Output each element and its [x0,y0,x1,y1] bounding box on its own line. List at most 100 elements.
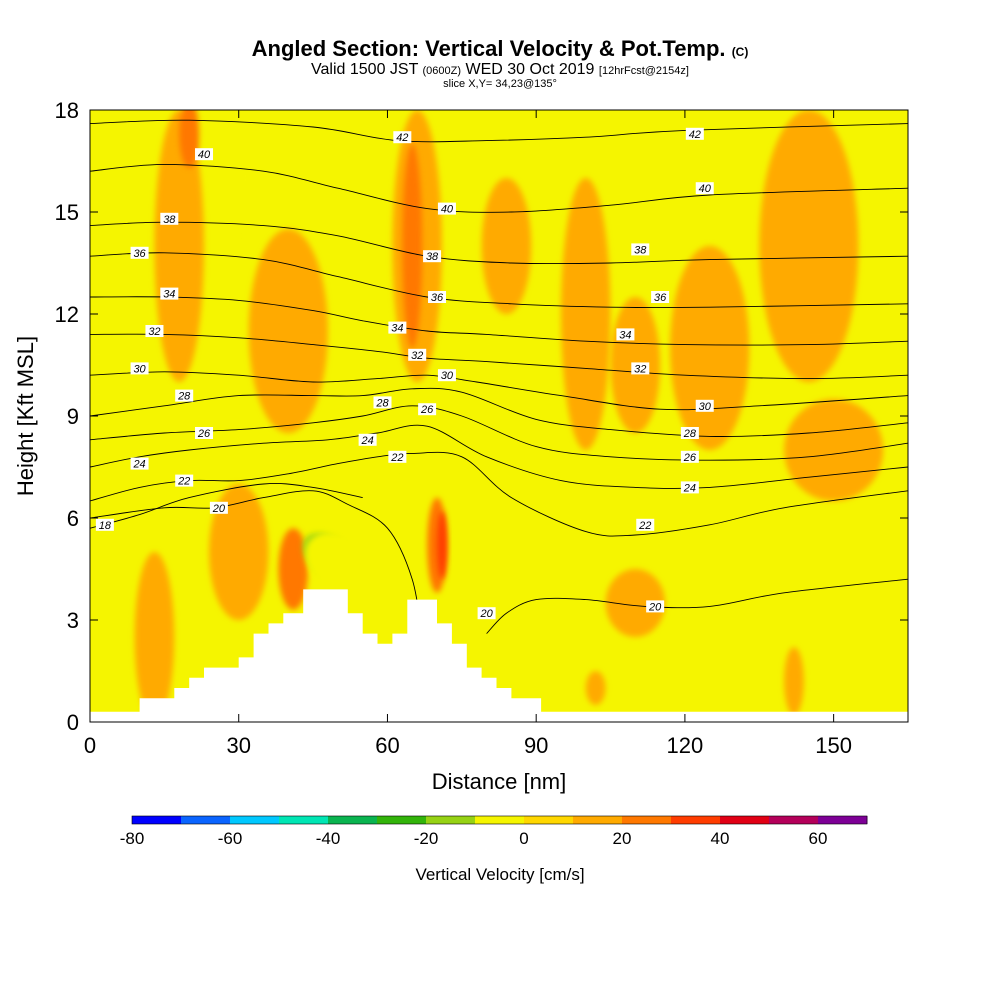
contour-label: 42 [689,129,701,141]
contour-label: 26 [683,452,697,464]
x-tick-label: 60 [375,733,399,758]
contour-label: 28 [375,397,389,409]
velocity-area [470,440,523,494]
contour-label-bg [373,396,392,409]
contour-label: 24 [683,482,696,494]
x-axis-label: Distance [nm] [432,769,567,794]
valid-time: Valid 1500 JST [311,61,419,78]
colorbar-swatch [328,816,378,824]
contour-label: 34 [619,329,631,341]
contour-label: 40 [441,204,454,216]
forecast-info: [12hrFcst@2154z] [598,65,689,77]
colorbar-swatch [377,816,427,824]
isentrope-36 [90,252,908,309]
contour-label-bg [646,600,665,613]
contour-label-bg [680,450,699,463]
contour-label: 20 [479,608,493,620]
contour-label-bg [680,481,699,494]
contour-label-bg [695,182,714,195]
contour-label: 40 [699,183,712,195]
colorbar-swatch [818,816,868,824]
contour-label: 36 [431,292,444,304]
contour-label-bg [651,291,670,303]
chart-title: Angled Section: Vertical Velocity & Pot.… [0,36,1000,62]
contour-label: 26 [197,428,211,440]
contour-label: 24 [360,435,373,447]
velocity-area [481,178,532,314]
velocity-area [585,671,606,705]
contour-label: 32 [148,326,160,338]
title-text: Angled Section: Vertical Velocity & Pot.… [251,36,726,61]
contour-label: 30 [133,363,146,375]
contour-label: 36 [654,292,667,304]
contour-label: 24 [132,459,145,471]
colorbar-tick-label: 0 [519,829,528,848]
contour-label-bg [616,328,635,341]
colorbar-swatch [524,816,574,824]
velocity-area [605,569,666,637]
colorbar-tick-label: 60 [809,829,828,848]
contour-label: 20 [648,601,662,613]
contour-label-bg [477,607,496,620]
terrain-profile [90,589,908,722]
isentrope-22 [90,451,908,537]
colorbar-tick-label: -80 [120,829,145,848]
contour-label-bg [408,348,427,361]
contour-label: 32 [411,350,423,362]
contour-label: 36 [133,248,146,260]
y-tick-label: 6 [67,506,79,531]
velocity-area [134,552,175,722]
contour-label-bg [209,501,228,514]
contour-label: 26 [420,404,434,416]
isentrope-34 [90,296,908,346]
contour-label: 22 [638,520,651,532]
contour-label-bg [130,246,149,259]
contour-label: 38 [426,251,439,263]
contour-label-bg [437,369,456,382]
contour-label: 32 [634,363,646,375]
isentrope-38 [90,221,908,265]
contour-labels: 42 42 40 40 40 38 38 38 36 36 36 34 34 34 32 32 32 30 30 30… [95,127,714,620]
y-tick-label: 0 [67,710,79,735]
x-tick-label: 30 [226,733,250,758]
contour-label: 38 [634,244,647,256]
velocity-area [784,647,804,716]
contour-label: 38 [163,214,176,226]
velocity-area [560,178,611,450]
contour-label-bg [695,399,714,412]
contour-label: 40 [198,149,211,161]
contour-label-bg [195,427,214,439]
contour-label-bg [636,518,655,531]
y-tick-label: 15 [55,200,79,225]
isentrope-20 [486,578,908,634]
contour-label-bg [130,362,149,375]
velocity-area [305,532,391,606]
colorbar-swatch [720,816,770,824]
contour-label: 34 [391,323,403,335]
contour-label-bg [195,148,214,161]
isentrope-28 [90,387,908,437]
contour-label-bg [388,450,407,463]
contour-label: 22 [390,452,403,464]
contour-label: 28 [177,391,191,403]
colorbar-swatch [426,816,476,824]
colorbar-tick-label: -20 [414,829,439,848]
x-tick-label: 120 [667,733,704,758]
contour-label-bg [388,321,407,334]
contour-label-bg [95,518,114,531]
velocity-area [179,110,200,168]
colorbar-swatch [573,816,623,824]
y-tick-label: 9 [67,404,79,429]
valid-utc: (0600Z) [422,65,462,77]
title-unit: (C) [731,45,749,59]
isentrope-26 [90,405,908,461]
x-tick-label: 90 [524,733,548,758]
colorbar-swatch [475,816,525,824]
colorbar-label: Vertical Velocity [cm/s] [415,865,584,884]
contour-label: 18 [99,520,112,532]
colorbar-swatch [230,816,280,824]
velocity-area [278,528,309,610]
colorbar-tick-label: -40 [316,829,341,848]
contour-label: 30 [699,401,712,413]
